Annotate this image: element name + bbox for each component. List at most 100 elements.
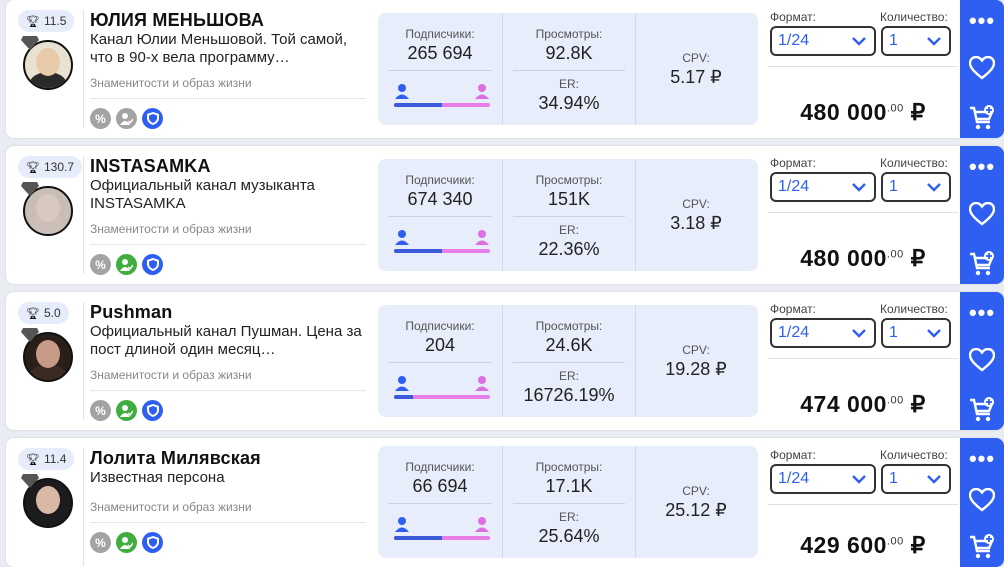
er-label: ER: — [558, 369, 579, 383]
rating-badge: 🏆︎ 11.4 — [18, 448, 75, 470]
quantity-value: 1 — [889, 324, 898, 341]
subscribers-label: Подписчики: — [405, 27, 475, 41]
diamond-icon — [21, 36, 39, 50]
rating-badge: 🏆︎ 11.5 — [18, 10, 75, 32]
heart-icon[interactable] — [960, 55, 1004, 85]
more-dots-icon[interactable]: ••• — [968, 300, 996, 325]
add-to-cart-icon[interactable] — [960, 250, 1004, 283]
format-select[interactable]: 1/24 — [770, 318, 876, 348]
format-label: Формат: — [770, 10, 816, 24]
quantity-select[interactable]: 1 — [881, 26, 951, 56]
avatar[interactable] — [21, 36, 73, 90]
avatar[interactable] — [21, 328, 73, 382]
subscribers-label: Подписчики: — [405, 319, 475, 333]
percent-icon: % — [90, 400, 111, 421]
avatar[interactable] — [21, 474, 73, 528]
subscribers-label: Подписчики: — [405, 460, 475, 474]
er-value: 16726.19% — [523, 385, 615, 405]
cpv-value: 5.17 ₽ — [670, 67, 722, 87]
format-select[interactable]: 1/24 — [770, 464, 876, 494]
avatar[interactable] — [21, 182, 73, 236]
more-dots-icon[interactable]: ••• — [968, 8, 996, 33]
rating-value: 5.0 — [43, 306, 61, 320]
format-select[interactable]: 1/24 — [770, 26, 876, 56]
format-value: 1/24 — [778, 178, 810, 195]
diamond-icon — [21, 328, 39, 342]
trophy-icon: 🏆︎ — [26, 307, 40, 320]
cpv-label: CPV: — [682, 197, 710, 211]
channel-card: 🏆︎ 11.4 Лолита Милявская Известная персо… — [6, 438, 1004, 567]
price-value: 480 000 — [800, 99, 887, 125]
quantity-value: 1 — [889, 470, 898, 487]
more-dots-icon[interactable]: ••• — [968, 446, 996, 471]
percent-icon: % — [90, 108, 111, 129]
cpv-value: 19.28 ₽ — [665, 359, 727, 379]
subscribers-value: 674 340 — [407, 189, 473, 209]
channel-name[interactable]: Pushman — [90, 302, 173, 322]
price-value: 429 600 — [800, 532, 887, 558]
subscribers-value: 66 694 — [412, 476, 468, 496]
action-sidebar: ••• — [960, 292, 1004, 430]
add-to-cart-icon[interactable] — [960, 533, 1004, 566]
price: 480 000.00 ₽ — [768, 99, 958, 126]
shield-icon — [142, 108, 163, 129]
cpv-value: 3.18 ₽ — [670, 213, 722, 233]
male-icon — [394, 375, 410, 396]
channel-category: Знаменитости и образ жизни — [90, 76, 252, 90]
channel-description: Официальный канал музыканта INSTASAMKA — [90, 177, 315, 212]
channel-card: 🏆︎ 130.7 INSTASAMKA Официальный канал му… — [6, 146, 1004, 284]
currency-symbol: ₽ — [910, 99, 926, 125]
heart-icon[interactable] — [960, 487, 1004, 517]
rating-value: 130.7 — [43, 160, 74, 174]
add-to-cart-icon[interactable] — [960, 396, 1004, 429]
shield-icon — [142, 532, 163, 553]
channel-description: Известная персона — [90, 469, 225, 486]
action-sidebar: ••• — [960, 438, 1004, 567]
gender-ratio-bar — [394, 249, 490, 253]
quantity-select[interactable]: 1 — [881, 318, 951, 348]
person-icon — [116, 108, 137, 129]
quantity-select[interactable]: 1 — [881, 172, 951, 202]
er-value: 34.94% — [538, 93, 600, 113]
percent-icon: % — [90, 532, 111, 553]
chevron-down-icon — [852, 183, 866, 192]
female-icon — [474, 229, 490, 250]
badge-row: % — [90, 108, 163, 129]
quantity-select[interactable]: 1 — [881, 464, 951, 494]
currency-symbol: ₽ — [910, 532, 926, 558]
quantity-value: 1 — [889, 32, 898, 49]
percent-icon: % — [90, 254, 111, 275]
heart-icon[interactable] — [960, 201, 1004, 231]
cpv-label: CPV: — [682, 343, 710, 357]
shield-icon — [142, 254, 163, 275]
add-to-cart-icon[interactable] — [960, 104, 1004, 137]
chevron-down-icon — [927, 183, 941, 192]
person-icon — [116, 400, 137, 421]
badge-row: % — [90, 400, 163, 421]
male-icon — [394, 83, 410, 104]
price-value: 474 000 — [800, 391, 887, 417]
female-icon — [474, 83, 490, 104]
quantity-value: 1 — [889, 178, 898, 195]
channel-name[interactable]: ЮЛИЯ МЕНЬШОВА — [90, 10, 265, 30]
subscribers-value: 204 — [424, 335, 456, 355]
chevron-down-icon — [927, 475, 941, 484]
stats-panel: Подписчики: 265 694 Просмотры: 92.8K ER — [378, 13, 758, 125]
stats-panel: Подписчики: 204 Просмотры: 24.6K ER: — [378, 305, 758, 417]
action-sidebar: ••• — [960, 146, 1004, 284]
channel-name[interactable]: INSTASAMKA — [90, 156, 211, 176]
er-label: ER: — [558, 77, 579, 91]
trophy-icon: 🏆︎ — [26, 453, 40, 466]
channel-card: 🏆︎ 5.0 Pushman Официальный канал Пушман.… — [6, 292, 1004, 430]
channel-description: Официальный канал Пушман. Цена за пост д… — [90, 323, 362, 358]
er-value: 22.36% — [538, 239, 600, 259]
channel-name[interactable]: Лолита Милявская — [90, 448, 261, 468]
format-value: 1/24 — [778, 32, 810, 49]
format-label: Формат: — [770, 156, 816, 170]
quantity-label: Количество: — [880, 448, 948, 462]
more-dots-icon[interactable]: ••• — [968, 154, 996, 179]
format-label: Формат: — [770, 302, 816, 316]
heart-icon[interactable] — [960, 347, 1004, 377]
cpv-label: CPV: — [682, 51, 710, 65]
format-select[interactable]: 1/24 — [770, 172, 876, 202]
